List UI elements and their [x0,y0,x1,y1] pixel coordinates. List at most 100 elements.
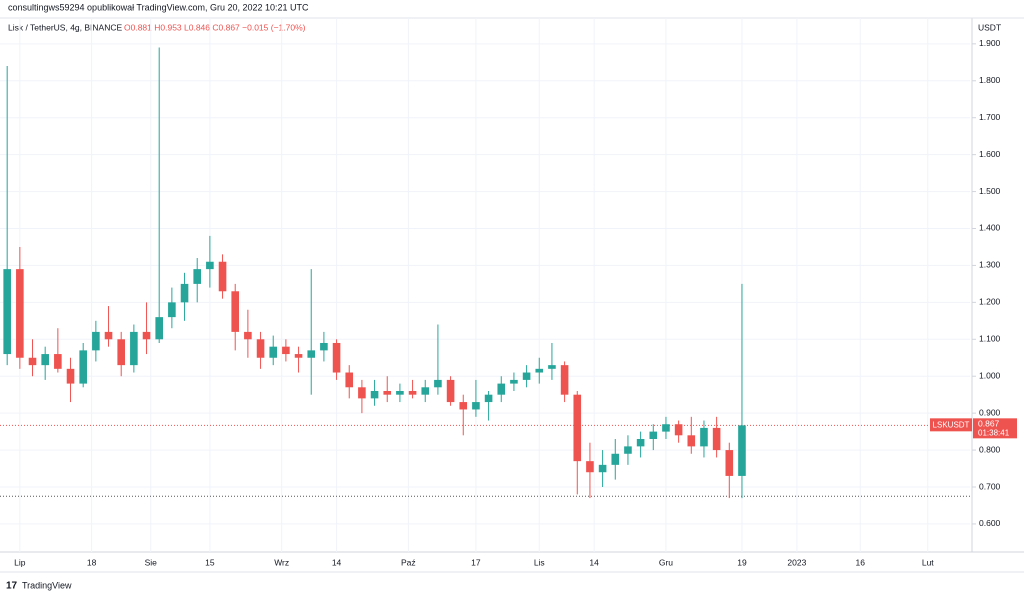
candle-body [472,402,480,410]
candle-body [244,331,252,340]
candle-body [370,390,379,399]
candle-body [497,383,506,395]
candle-body [358,387,366,399]
candle-body [383,390,392,395]
candle-body [662,424,670,432]
candle-body [307,350,316,358]
candle-body [687,435,696,447]
y-tick-label: 1.300 [979,260,1001,270]
candle-body [66,368,75,384]
y-tick-label: 1.200 [979,297,1001,307]
y-tick-label: 1.800 [979,75,1001,85]
x-tick-label: 18 [87,557,97,567]
candle-body [142,331,151,340]
y-tick-label: 0.600 [979,518,1001,528]
candle-body [155,317,164,340]
published-note: consultingws59294 opublikował TradingVie… [8,2,309,12]
price-value: 0.867 [978,419,1000,429]
candle-body [130,331,138,366]
y-tick-label: 1.100 [979,334,1001,344]
candle-body [92,331,100,351]
candle-body [3,269,11,355]
candle-body [193,269,202,284]
candle-body [598,464,607,473]
candle-body [459,402,468,410]
candle-body [256,339,265,358]
candle-body [408,390,417,395]
candle-body [510,379,518,384]
candle-body [345,372,354,388]
y-tick-label: 1.700 [979,112,1001,122]
candle-body [218,261,227,292]
tv-logo: 17 TradingView [6,580,72,591]
candle-body [41,354,49,366]
candle-body [294,354,303,358]
candle-body [28,357,37,366]
candle-body [269,346,278,358]
x-tick-label: 14 [589,557,599,567]
candle-body [104,331,113,340]
candle-body [548,365,556,369]
grid [0,18,970,552]
candle-body [117,339,125,366]
candle-body [573,394,582,462]
price-tag [930,418,972,432]
candle-body [54,354,62,369]
logo-mark: 17 [6,581,18,592]
candle-body [421,387,430,395]
candle-body [611,453,620,465]
candle-body [16,269,24,358]
candle-body [231,291,240,332]
candle-body [168,302,176,318]
candle-body [206,261,214,270]
candle-body [332,342,341,373]
candle-body [700,427,708,447]
price-tag-symbol: LSKUSDT [933,420,970,429]
x-tick-label: Wrz [274,557,289,567]
price-countdown: 01:38:41 [978,428,1010,437]
candle-body [649,431,658,439]
candle-body [320,342,328,351]
candle-body [282,346,290,355]
x-tick-label: 2023 [787,557,806,567]
x-tick-label: 15 [205,557,215,567]
candle-body [725,450,734,476]
candle-body [434,379,442,388]
y-tick-label: 0.700 [979,481,1001,491]
y-tick-label: 0.800 [979,444,1001,454]
candle-body [738,425,746,476]
candle-body [535,368,544,373]
candle-body [586,461,594,473]
y-axis-label: USDT [978,22,1001,32]
y-tick-label: 0.900 [979,407,1001,417]
y-tick-label: 1.600 [979,149,1001,159]
x-tick-label: 19 [737,557,747,567]
x-tick-label: 16 [855,557,865,567]
candle-body [522,372,531,380]
candle-body [624,446,632,454]
x-tick-label: Paź [401,557,416,567]
y-tick-label: 1.400 [979,223,1001,233]
y-tick-label: 1.000 [979,370,1001,380]
candle-body [560,365,569,395]
ohlc-legend: O0.881 H0.953 L0.846 C0.867 −0.015 (−1.7… [124,22,306,32]
candle-body [674,424,683,436]
brand: TradingView [22,580,72,590]
candle-body [712,427,721,451]
candle-body [180,283,189,303]
x-tick-label: 14 [332,557,342,567]
y-tick-label: 1.500 [979,186,1001,196]
candle-body [446,379,455,403]
candles [3,47,746,499]
x-tick-label: Lut [922,557,934,567]
candle-body [636,438,645,447]
y-tick-label: 1.900 [979,38,1001,48]
x-tick-label: Lip [14,557,26,567]
candle-body [396,390,404,395]
candle-body [484,394,493,403]
candle-body [79,350,87,384]
x-tick-label: Lis [534,557,545,567]
x-tick-label: Gru [659,557,673,567]
